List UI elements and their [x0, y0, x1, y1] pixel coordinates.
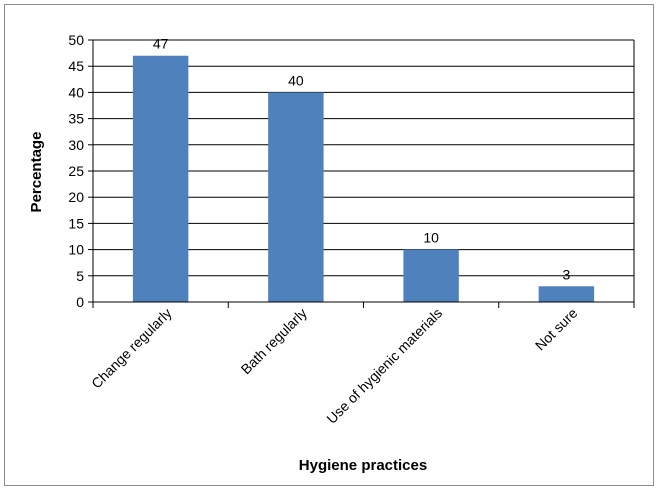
y-tick-label: 40 [68, 84, 84, 100]
y-tick-label: 45 [68, 58, 84, 74]
data-label: 40 [288, 72, 304, 88]
x-category-labels: Change regularly Bath regularly Use of hyg… [88, 305, 581, 427]
data-label: 3 [562, 266, 570, 282]
y-tick-label: 25 [68, 163, 84, 179]
chart-frame [4, 4, 654, 486]
x-category-label: Use of hygienic materials [323, 305, 445, 427]
y-tick-label: 15 [68, 215, 84, 231]
x-category-label: Bath regularly [238, 305, 310, 377]
y-axis-title: Percentage [28, 132, 45, 213]
bar [538, 286, 595, 302]
y-tick-label: 20 [68, 189, 84, 205]
data-labels: 47 40 10 3 [153, 36, 571, 283]
data-label: 10 [423, 230, 439, 246]
y-tick-label: 50 [68, 32, 84, 48]
bar [268, 92, 324, 303]
axes [88, 39, 635, 308]
x-category-label: Not sure [532, 305, 581, 354]
y-tick-label: 5 [76, 268, 84, 284]
y-tick-label: 30 [68, 137, 84, 153]
bar [132, 55, 189, 302]
bar [403, 249, 459, 302]
y-tick-labels: 0 5 10 15 20 25 30 35 40 45 50 [68, 32, 84, 310]
data-label: 47 [153, 36, 169, 52]
bars [132, 55, 595, 303]
y-tick-label: 10 [68, 242, 84, 258]
x-category-label: Change regularly [88, 305, 175, 392]
y-tick-label: 0 [76, 294, 84, 310]
y-tick-label: 35 [68, 111, 84, 127]
x-axis-title: Hygiene practices [299, 457, 427, 474]
